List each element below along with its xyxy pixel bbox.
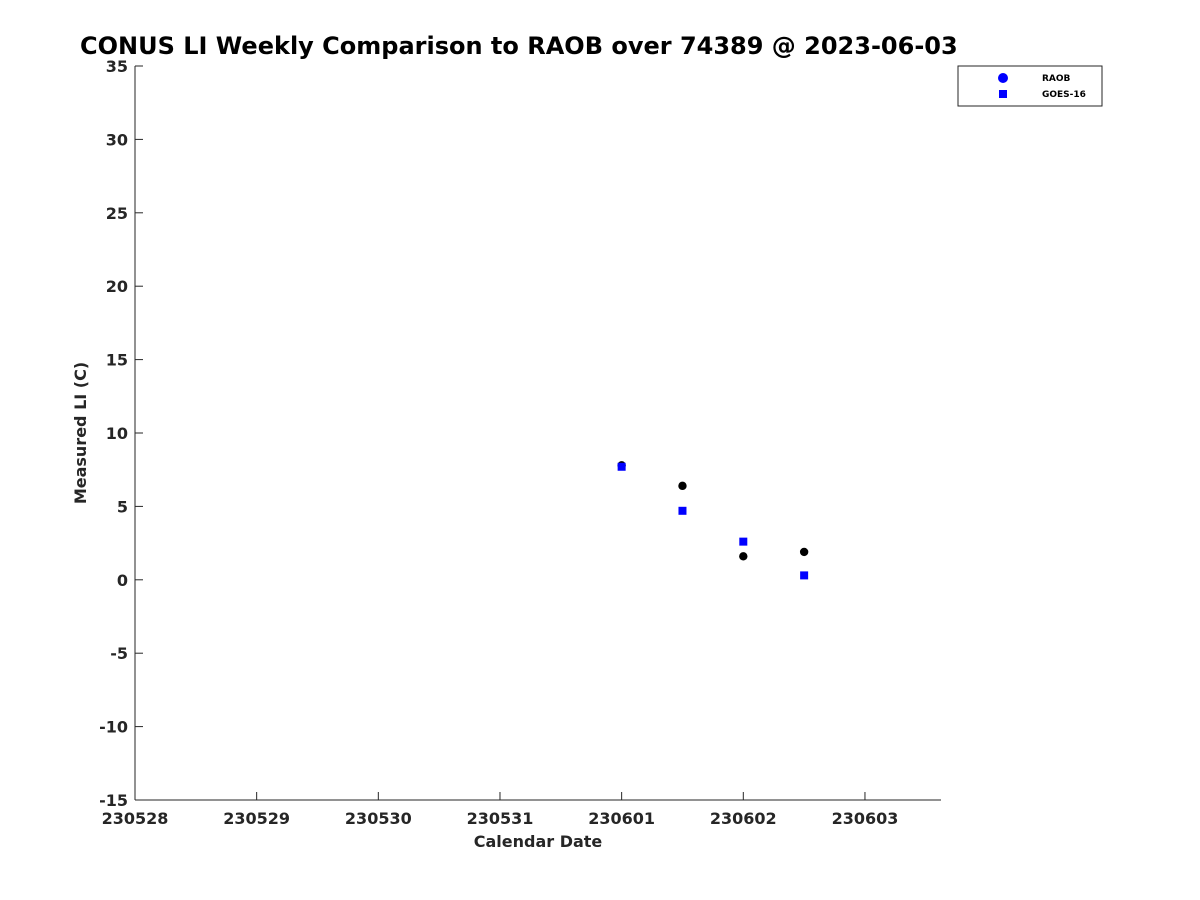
data-points — [617, 461, 809, 580]
legend: RAOB GOES-16 — [957, 65, 1103, 107]
x-tick-label: 230531 — [467, 809, 534, 828]
y-tick-label: 15 — [106, 351, 128, 370]
y-tick-label: 5 — [117, 497, 128, 516]
x-tick-label: 230530 — [345, 809, 412, 828]
y-tick-label: -10 — [99, 718, 128, 737]
x-tick-label: 230529 — [223, 809, 290, 828]
y-tick-label: -5 — [110, 644, 128, 663]
chart-title: CONUS LI Weekly Comparison to RAOB over … — [80, 32, 958, 60]
y-tick-label: 25 — [106, 204, 128, 223]
legend-label: RAOB — [1042, 74, 1071, 84]
raob-point — [739, 552, 748, 561]
y-tick-label: 0 — [117, 571, 128, 590]
x-tick-label: 230601 — [588, 809, 655, 828]
x-axis-ticks: 230528 230529 230530 230531 230601 230602 2306… — [102, 792, 899, 828]
legend-goes16-marker — [999, 90, 1007, 98]
y-tick-label: 35 — [106, 57, 128, 76]
goes16-point — [739, 537, 748, 546]
legend-box — [957, 65, 1103, 107]
x-tick-label: 230603 — [832, 809, 899, 828]
x-tick-label: 230602 — [710, 809, 777, 828]
raob-point — [799, 547, 809, 557]
legend-label: GOES-16 — [1042, 90, 1086, 100]
y-tick-label: 10 — [106, 424, 128, 443]
legend-raob-marker — [998, 73, 1008, 83]
y-axis-ticks: 35 30 25 20 15 10 5 0 -5 -10 -15 — [99, 57, 143, 810]
y-tick-label: -15 — [99, 791, 128, 810]
y-tick-label: 20 — [106, 277, 128, 296]
x-axis-label: Calendar Date — [474, 832, 603, 851]
y-tick-label: 30 — [106, 130, 128, 149]
x-tick-label: 230528 — [102, 809, 169, 828]
raob-point — [678, 481, 687, 491]
goes16-point — [800, 571, 809, 580]
goes16-point — [678, 506, 687, 515]
goes16-point — [617, 462, 626, 471]
y-axis-label: Measured LI (C) — [71, 362, 90, 504]
